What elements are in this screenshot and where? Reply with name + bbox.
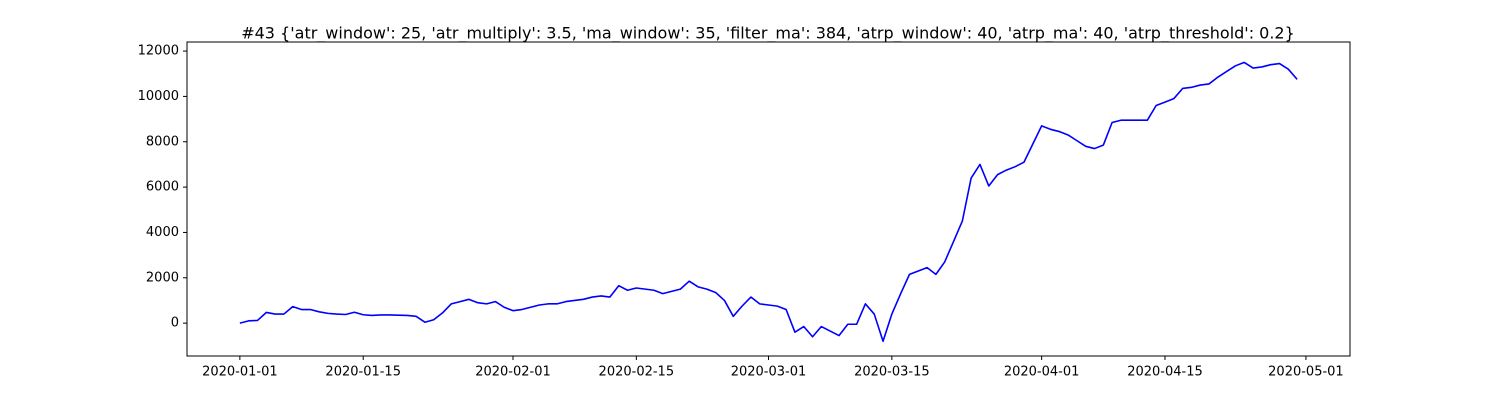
y-tick-label: 6000 xyxy=(146,180,179,195)
x-tick-label: 2020-01-15 xyxy=(325,365,401,380)
y-tick-label: 10000 xyxy=(138,89,179,104)
series-line xyxy=(239,61,1298,343)
y-tick-label: 12000 xyxy=(138,44,179,59)
y-tick-label: 0 xyxy=(171,316,179,331)
chart-title: #43 {'atr_window': 25, 'atr_multiply': 3… xyxy=(241,24,1295,44)
x-tick-label: 2020-03-01 xyxy=(731,365,807,380)
y-tick-label: 4000 xyxy=(146,225,179,240)
y-tick-label: 8000 xyxy=(146,134,179,149)
x-tick-label: 2020-04-01 xyxy=(1004,365,1080,380)
x-tick-label: 2020-02-15 xyxy=(599,365,675,380)
x-tick-label: 2020-04-15 xyxy=(1127,365,1203,380)
y-tick-label: 2000 xyxy=(146,270,179,285)
x-tick-label: 2020-03-15 xyxy=(854,365,930,380)
x-tick-label: 2020-05-01 xyxy=(1268,365,1344,380)
x-tick-label: 2020-01-01 xyxy=(202,365,278,380)
x-tick-label: 2020-02-01 xyxy=(475,365,551,380)
